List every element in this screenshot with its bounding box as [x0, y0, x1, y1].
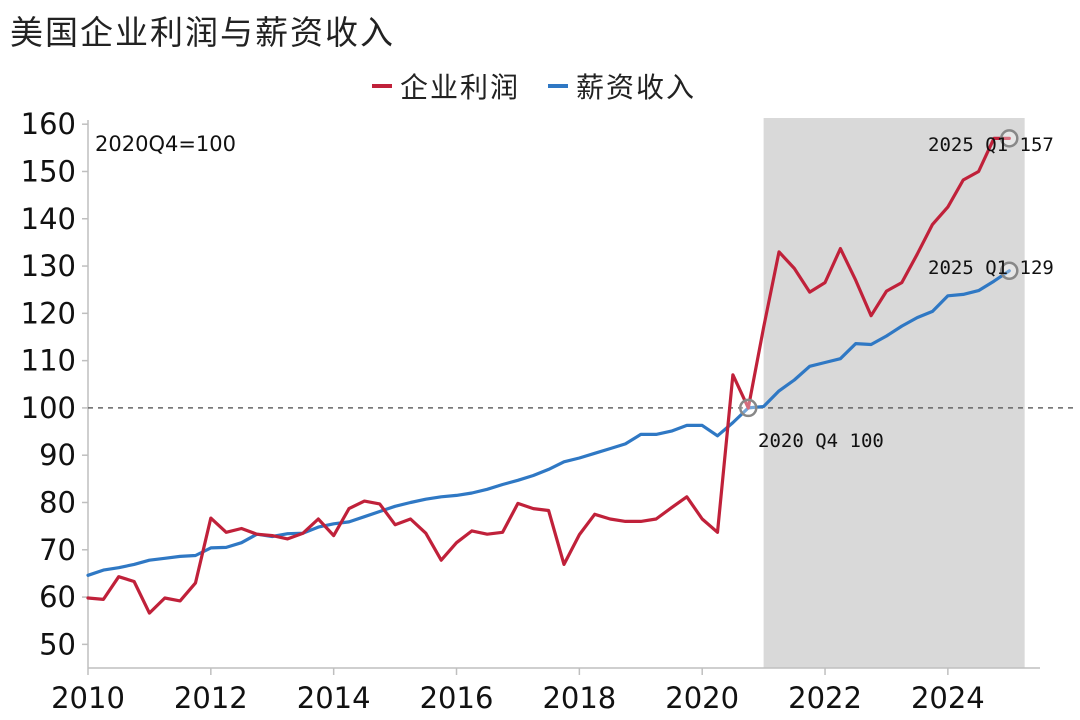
y-tick-label-70: 70 — [39, 533, 76, 567]
x-tick-label-2024: 2024 — [911, 681, 985, 715]
annotation-base-point: 2020 Q4 100 — [758, 430, 884, 452]
shaded-region — [763, 118, 1025, 668]
y-tick-label-120: 120 — [21, 296, 76, 330]
legend-label-profit: 企业利润 — [400, 71, 521, 104]
marker-wage-end — [1000, 261, 1019, 281]
legend-swatch-wage — [548, 84, 569, 88]
x-tick-label-2016: 2016 — [420, 681, 494, 715]
y-tick-label-140: 140 — [21, 202, 76, 236]
base-note: 2020Q4=100 — [95, 132, 236, 156]
y-tick-label-50: 50 — [39, 627, 76, 661]
legend-item-wage: 薪资收入 — [548, 66, 696, 106]
axes: 50 60 70 80 90 100 110 120 130 140 150 160 2010 2012 2… — [21, 107, 1040, 715]
series-layer — [86, 136, 1011, 615]
x-tick-label-2014: 2014 — [297, 681, 371, 715]
y-tick-label-160: 160 — [21, 107, 76, 141]
legend-item-profit: 企业利润 — [372, 66, 520, 106]
y-tick-label-150: 150 — [21, 154, 76, 188]
x-tick-label-2020: 2020 — [665, 681, 739, 715]
shaded-region-layer — [763, 118, 1025, 668]
label-layer: 2020Q4=100 2025 Q1 157 2025 Q1 129 2020 … — [95, 132, 1054, 452]
x-tick-label-2022: 2022 — [788, 681, 862, 715]
marker-layer — [739, 129, 1019, 418]
y-tick-label-110: 110 — [21, 344, 76, 378]
chart-legend: 企业利润 薪资收入 — [372, 66, 724, 106]
marker-base-point — [739, 398, 758, 418]
x-tick-label-2010: 2010 — [51, 681, 125, 715]
legend-label-wage: 薪资收入 — [576, 71, 697, 104]
series-line-wage — [86, 269, 1011, 577]
x-tick-label-2018: 2018 — [542, 681, 616, 715]
chart-title: 美国企业利润与薪资收入 — [10, 13, 395, 52]
series-line-profit — [86, 136, 1011, 615]
y-tick-label-60: 60 — [39, 580, 76, 614]
legend-swatch-profit — [372, 84, 392, 88]
marker-profit-end — [1000, 129, 1019, 148]
y-tick-label-100: 100 — [21, 391, 76, 425]
annotation-wage-end: 2025 Q1 129 — [928, 257, 1054, 279]
y-tick-label-90: 90 — [39, 438, 76, 472]
y-tick-label-80: 80 — [39, 485, 76, 519]
x-tick-label-2012: 2012 — [174, 681, 248, 715]
annotation-profit-end: 2025 Q1 157 — [928, 134, 1054, 156]
y-tick-label-130: 130 — [21, 249, 76, 283]
